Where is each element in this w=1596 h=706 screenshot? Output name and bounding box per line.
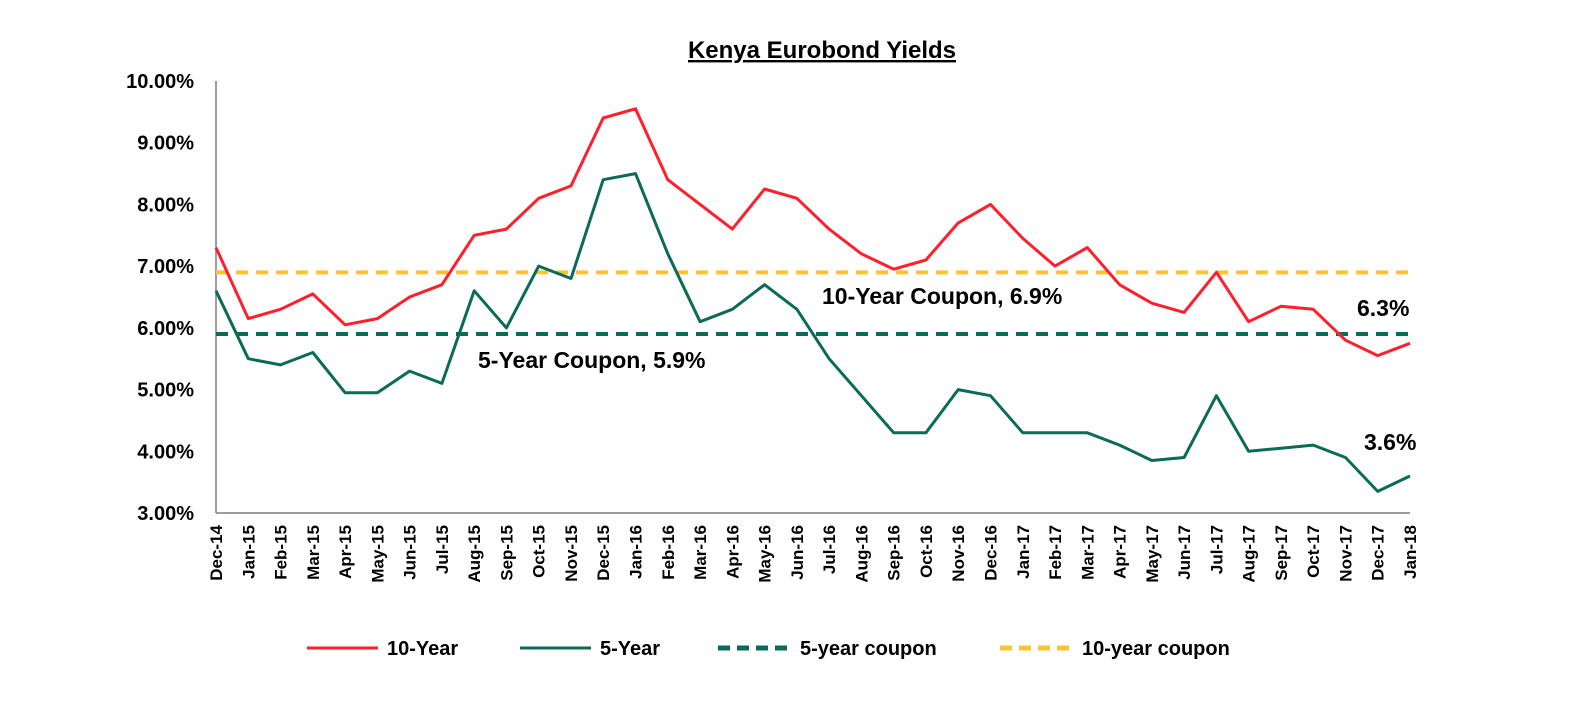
x-tick-label: Dec-14 — [207, 524, 226, 580]
legend-label-5-year: 5-Year — [600, 638, 660, 660]
legend-label-5-year-coupon: 5-year coupon — [800, 638, 937, 660]
x-tick-label: Jan-18 — [1401, 525, 1420, 579]
x-tick-label: Sep-16 — [885, 525, 904, 581]
x-tick-label: Jun-15 — [401, 525, 420, 580]
x-tick-label: Jun-16 — [788, 525, 807, 580]
x-tick-label: Jun-17 — [1175, 525, 1194, 580]
x-tick-label: Jul-16 — [820, 525, 839, 574]
y-tick-label: 9.00% — [137, 133, 194, 155]
x-tick-label: Mar-16 — [691, 525, 710, 580]
x-tick-label: May-17 — [1143, 525, 1162, 583]
x-tick-label: Oct-16 — [917, 525, 936, 578]
x-tick-label: Feb-17 — [1046, 525, 1065, 580]
legend-label-10-year: 10-Year — [387, 638, 458, 660]
x-tick-label: Jan-17 — [1014, 525, 1033, 579]
x-tick-label: Mar-17 — [1078, 525, 1097, 580]
legend-label-10-year-coupon: 10-year coupon — [1082, 638, 1230, 660]
x-tick-label: Oct-17 — [1304, 525, 1323, 578]
x-tick-label: Jan-16 — [627, 525, 646, 579]
five-year-series-line — [214, 172, 1411, 493]
x-axis-ticks: Dec-14 Jan-15 Feb-15 Mar-15 Apr-15 May-15 Jun-… — [207, 524, 1420, 582]
ten-year-last-value-label: 6.3% — [1357, 295, 1409, 321]
x-tick-label: Dec-16 — [981, 525, 1000, 581]
x-tick-label: Apr-17 — [1111, 525, 1130, 579]
ten-year-coupon-label: 10-Year Coupon, 6.9% — [822, 283, 1062, 309]
x-tick-label: Jan-15 — [239, 525, 258, 579]
x-tick-label: Jul-17 — [1207, 525, 1226, 574]
x-tick-label: Apr-15 — [336, 525, 355, 579]
x-tick-label: Dec-15 — [594, 525, 613, 581]
y-tick-label: 8.00% — [137, 194, 194, 216]
chart-legend: 10-Year 5-Year 5-year coupon 10-year cou… — [307, 638, 1230, 660]
y-tick-label: 7.00% — [137, 256, 194, 278]
x-tick-label: May-15 — [368, 525, 387, 583]
x-tick-label: Aug-16 — [852, 525, 871, 583]
y-axis-ticks: 3.00% 4.00% 5.00% 6.00% 7.00% 8.00% 9.00% 10.00… — [126, 71, 194, 525]
x-tick-label: Sep-17 — [1272, 525, 1291, 581]
x-tick-label: Dec-17 — [1369, 525, 1388, 581]
y-tick-label: 3.00% — [137, 503, 194, 525]
x-tick-label: Mar-15 — [304, 525, 323, 580]
y-tick-label: 10.00% — [126, 71, 194, 93]
x-tick-label: Sep-15 — [497, 525, 516, 581]
x-tick-label: Jul-15 — [433, 525, 452, 574]
x-tick-label: Aug-17 — [1240, 525, 1259, 583]
y-tick-label: 5.00% — [137, 380, 194, 402]
y-tick-label: 4.00% — [137, 441, 194, 463]
x-tick-label: Nov-16 — [949, 525, 968, 582]
x-tick-label: Oct-15 — [530, 525, 549, 578]
x-tick-label: Nov-17 — [1336, 525, 1355, 582]
ten-year-series-line — [214, 107, 1411, 358]
x-tick-label: Apr-16 — [723, 525, 742, 579]
x-tick-label: Aug-15 — [465, 525, 484, 583]
x-tick-label: Feb-15 — [272, 525, 291, 580]
five-year-coupon-label: 5-Year Coupon, 5.9% — [478, 347, 706, 373]
five-year-last-value-label: 3.6% — [1364, 429, 1416, 455]
x-tick-label: May-16 — [756, 525, 775, 583]
chart-title: Kenya Eurobond Yields — [688, 37, 956, 64]
y-tick-label: 6.00% — [137, 318, 194, 340]
x-tick-label: Feb-16 — [659, 525, 678, 580]
x-tick-label: Nov-15 — [562, 525, 581, 582]
